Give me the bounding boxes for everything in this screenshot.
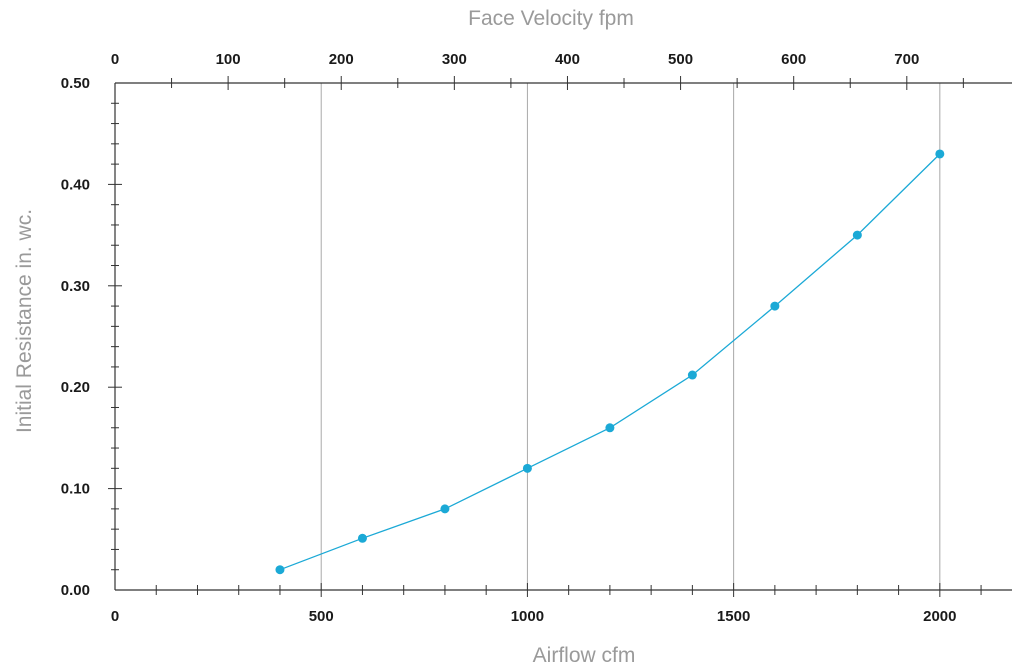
- x2-tick-label: 400: [555, 51, 580, 68]
- axes: [108, 76, 1012, 597]
- y-tick-label: 0.50: [61, 75, 90, 92]
- data-point: [935, 149, 945, 159]
- x2-tick-label: 0: [111, 51, 119, 68]
- y-tick-label: 0.20: [61, 379, 90, 396]
- y-tick-label: 0.10: [61, 481, 90, 498]
- y-tick-label: 0.00: [61, 582, 90, 599]
- x-axis-title: Airflow cfm: [533, 644, 636, 667]
- y-tick-label: 0.30: [61, 278, 90, 295]
- data-point: [275, 565, 285, 575]
- data-point: [687, 370, 697, 380]
- x2-tick-label: 200: [329, 51, 354, 68]
- data-point: [357, 533, 367, 543]
- grid-lines: [320, 83, 941, 590]
- x2-tick-label: 500: [668, 51, 693, 68]
- series-line: [279, 153, 941, 571]
- data-point: [440, 504, 450, 514]
- x2-tick-label: 600: [781, 51, 806, 68]
- y-axis-title: Initial Resistance in. wc.: [13, 209, 36, 433]
- x2-axis-title: Face Velocity fpm: [468, 7, 634, 30]
- series-layer: [275, 149, 945, 575]
- x2-tick-label: 300: [442, 51, 467, 68]
- x-tick-label: 0: [111, 608, 119, 625]
- tick-labels: 0 500 1000 1500 2000 0 100 200 300 400 500 600 700 0.…: [61, 51, 957, 625]
- data-point: [522, 463, 532, 473]
- x-tick-label: 1500: [717, 608, 750, 625]
- data-point: [605, 423, 615, 433]
- data-point: [770, 301, 780, 311]
- x2-tick-label: 700: [894, 51, 919, 68]
- y-tick-label: 0.40: [61, 176, 90, 193]
- x2-tick-label: 100: [216, 51, 241, 68]
- data-point: [852, 230, 862, 240]
- x-tick-label: 1000: [511, 608, 544, 625]
- x-tick-label: 500: [309, 608, 334, 625]
- x-tick-label: 2000: [923, 608, 956, 625]
